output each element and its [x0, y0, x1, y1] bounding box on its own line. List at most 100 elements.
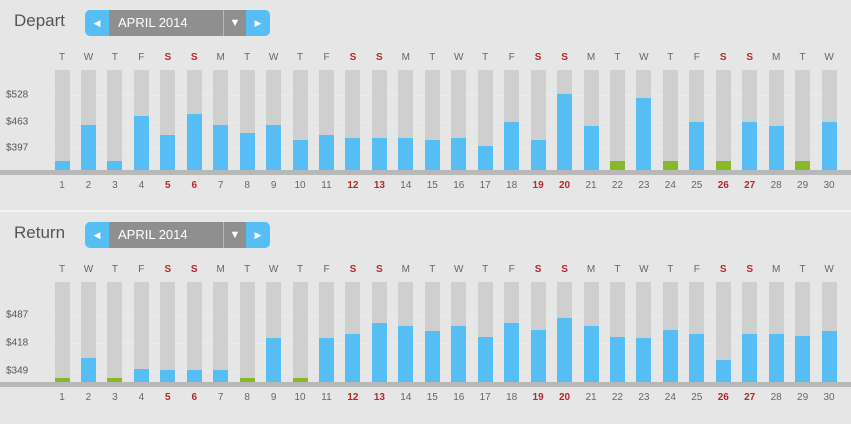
return-day-bar[interactable] — [187, 282, 202, 382]
depart-fare-bar[interactable] — [398, 138, 413, 170]
return-fare-bar[interactable] — [425, 331, 440, 382]
return-fare-bar[interactable] — [689, 334, 704, 382]
caret-down-icon[interactable]: ▼ — [223, 10, 246, 36]
depart-day-bar[interactable] — [636, 70, 651, 170]
return-day-bar[interactable] — [213, 282, 228, 382]
depart-day-bar[interactable] — [240, 70, 255, 170]
depart-day-bar[interactable] — [345, 70, 360, 170]
return-day-bar[interactable] — [795, 282, 810, 382]
depart-fare-bar[interactable] — [81, 125, 96, 170]
depart-fare-bar[interactable] — [55, 161, 70, 170]
depart-day-bar[interactable] — [107, 70, 122, 170]
return-day-bar[interactable] — [55, 282, 70, 382]
return-day-bar[interactable] — [610, 282, 625, 382]
depart-fare-bar[interactable] — [319, 135, 334, 170]
depart-day-bar[interactable] — [689, 70, 704, 170]
return-fare-bar[interactable] — [795, 336, 810, 382]
return-fare-bar[interactable] — [187, 370, 202, 382]
depart-fare-bar[interactable] — [345, 138, 360, 170]
depart-next-month-button[interactable]: ▶ — [246, 10, 270, 36]
depart-day-bar[interactable] — [531, 70, 546, 170]
return-fare-bar[interactable] — [557, 318, 572, 382]
return-day-bar[interactable] — [345, 282, 360, 382]
return-month-dropdown[interactable]: APRIL 2014 ▼ — [109, 222, 246, 248]
return-day-bar[interactable] — [425, 282, 440, 382]
return-day-bar[interactable] — [134, 282, 149, 382]
depart-day-bar[interactable] — [769, 70, 784, 170]
return-day-bar[interactable] — [504, 282, 519, 382]
return-fare-bar[interactable] — [663, 330, 678, 382]
depart-day-bar[interactable] — [716, 70, 731, 170]
return-day-bar[interactable] — [689, 282, 704, 382]
return-fare-bar[interactable] — [266, 338, 281, 382]
depart-fare-bar[interactable] — [584, 126, 599, 170]
depart-day-bar[interactable] — [425, 70, 440, 170]
depart-day-bar[interactable] — [742, 70, 757, 170]
depart-day-bar[interactable] — [398, 70, 413, 170]
depart-day-bar[interactable] — [187, 70, 202, 170]
depart-day-bar[interactable] — [81, 70, 96, 170]
return-fare-bar[interactable] — [372, 323, 387, 382]
depart-day-bar[interactable] — [822, 70, 837, 170]
depart-fare-bar[interactable] — [557, 94, 572, 170]
return-fare-bar[interactable] — [398, 326, 413, 382]
depart-fare-bar[interactable] — [610, 161, 625, 170]
return-day-bar[interactable] — [531, 282, 546, 382]
depart-fare-bar[interactable] — [134, 116, 149, 170]
return-day-bar[interactable] — [557, 282, 572, 382]
depart-fare-bar[interactable] — [636, 98, 651, 170]
depart-day-bar[interactable] — [557, 70, 572, 170]
return-prev-month-button[interactable]: ◀ — [85, 222, 109, 248]
return-day-bar[interactable] — [319, 282, 334, 382]
return-fare-bar[interactable] — [531, 330, 546, 382]
return-day-bar[interactable] — [398, 282, 413, 382]
return-day-bar[interactable] — [822, 282, 837, 382]
return-fare-bar[interactable] — [345, 334, 360, 382]
depart-fare-bar[interactable] — [531, 140, 546, 170]
return-fare-bar[interactable] — [822, 331, 837, 382]
depart-day-bar[interactable] — [319, 70, 334, 170]
depart-fare-bar[interactable] — [160, 135, 175, 170]
return-fare-bar[interactable] — [610, 337, 625, 382]
return-fare-bar[interactable] — [742, 334, 757, 382]
depart-fare-bar[interactable] — [663, 161, 678, 170]
depart-day-bar[interactable] — [160, 70, 175, 170]
depart-day-bar[interactable] — [266, 70, 281, 170]
depart-fare-bar[interactable] — [372, 138, 387, 170]
depart-day-bar[interactable] — [55, 70, 70, 170]
return-day-bar[interactable] — [769, 282, 784, 382]
depart-fare-bar[interactable] — [293, 140, 308, 170]
depart-day-bar[interactable] — [610, 70, 625, 170]
depart-fare-bar[interactable] — [822, 122, 837, 170]
depart-day-bar[interactable] — [134, 70, 149, 170]
return-day-bar[interactable] — [266, 282, 281, 382]
depart-fare-bar[interactable] — [451, 138, 466, 170]
depart-fare-bar[interactable] — [240, 133, 255, 170]
depart-day-bar[interactable] — [478, 70, 493, 170]
return-fare-bar[interactable] — [81, 358, 96, 382]
depart-month-dropdown[interactable]: APRIL 2014 ▼ — [109, 10, 246, 36]
depart-day-bar[interactable] — [293, 70, 308, 170]
return-fare-bar[interactable] — [134, 369, 149, 382]
depart-day-bar[interactable] — [795, 70, 810, 170]
return-day-bar[interactable] — [240, 282, 255, 382]
return-day-bar[interactable] — [584, 282, 599, 382]
depart-day-bar[interactable] — [213, 70, 228, 170]
depart-day-bar[interactable] — [504, 70, 519, 170]
depart-fare-bar[interactable] — [769, 126, 784, 170]
depart-day-bar[interactable] — [584, 70, 599, 170]
depart-fare-bar[interactable] — [213, 125, 228, 170]
return-next-month-button[interactable]: ▶ — [246, 222, 270, 248]
depart-prev-month-button[interactable]: ◀ — [85, 10, 109, 36]
depart-day-bar[interactable] — [663, 70, 678, 170]
return-day-bar[interactable] — [372, 282, 387, 382]
return-day-bar[interactable] — [742, 282, 757, 382]
return-fare-bar[interactable] — [769, 334, 784, 382]
return-day-bar[interactable] — [160, 282, 175, 382]
depart-fare-bar[interactable] — [425, 140, 440, 170]
return-fare-bar[interactable] — [636, 338, 651, 382]
return-fare-bar[interactable] — [160, 370, 175, 382]
return-fare-bar[interactable] — [107, 378, 122, 382]
return-day-bar[interactable] — [663, 282, 678, 382]
return-fare-bar[interactable] — [504, 323, 519, 382]
